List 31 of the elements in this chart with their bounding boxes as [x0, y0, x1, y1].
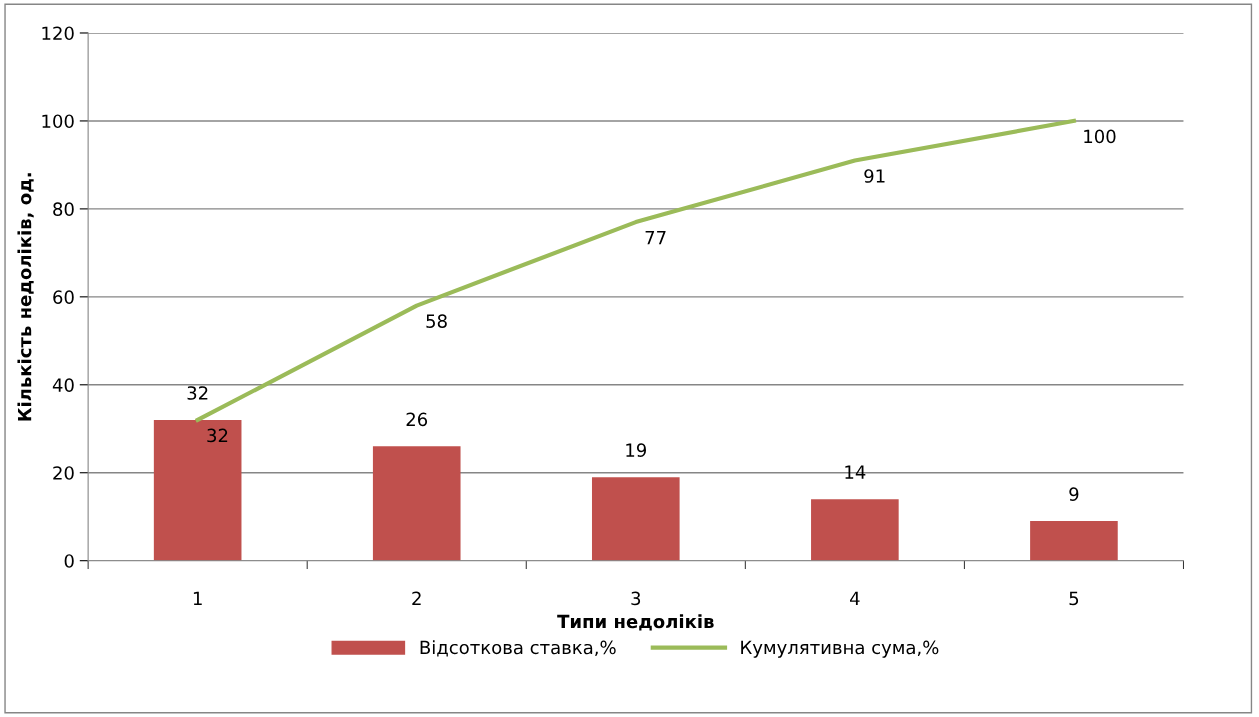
legend-label: Кумулятивна сума,% [741, 640, 939, 658]
y-tick-label: 100 [42, 114, 74, 129]
y-tick-label: 0 [64, 554, 74, 568]
data-label: 9 [1069, 487, 1079, 501]
y-tick-label: 120 [42, 26, 74, 41]
y-tick-label: 80 [53, 202, 74, 216]
data-label: 32 [207, 428, 228, 443]
x-tick-label: 3 [631, 591, 641, 606]
data-label: 77 [645, 230, 666, 245]
bar [153, 419, 242, 561]
data-label: 19 [626, 443, 647, 457]
bar [372, 446, 461, 561]
x-tick-label: 5 [1069, 591, 1079, 606]
data-label: 14 [845, 465, 866, 479]
x-tick-label: 2 [412, 591, 421, 605]
x-tick-label: 4 [850, 591, 860, 605]
data-label: 32 [187, 386, 208, 400]
y-axis-title: Кількість недоліків, од. [17, 173, 34, 421]
x-axis-title: Типи недоліків [557, 614, 714, 631]
x-tick-label: 1 [193, 591, 202, 605]
data-label: 26 [406, 412, 428, 427]
y-tick-label: 20 [53, 466, 74, 480]
legend-label: Відсоткова ставка,% [420, 640, 616, 657]
bar [811, 499, 899, 561]
data-label: 100 [1084, 129, 1116, 144]
bar [1030, 521, 1118, 561]
bar [591, 477, 680, 561]
y-tick-label: 60 [53, 290, 74, 304]
y-tick-label: 40 [52, 378, 74, 392]
data-label: 58 [426, 314, 447, 328]
data-label: 91 [864, 169, 885, 183]
